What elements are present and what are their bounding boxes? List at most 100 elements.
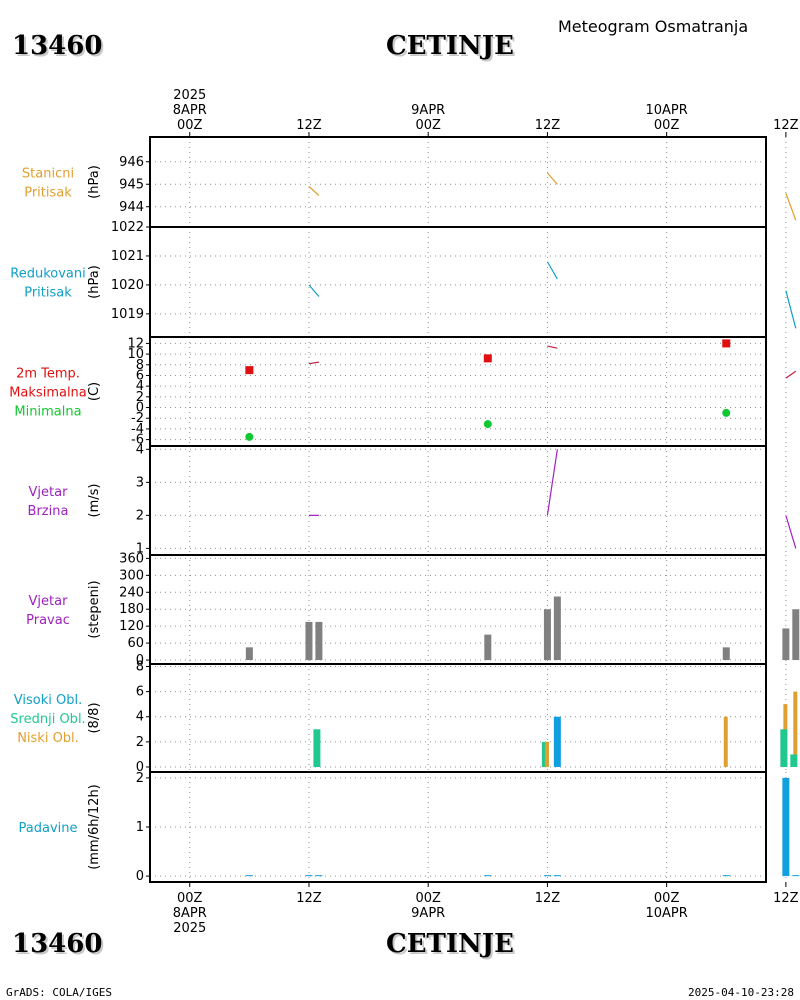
series-line: [546, 449, 558, 516]
y-tick-label: 3: [136, 475, 144, 490]
min-temp-marker: [722, 408, 731, 417]
bar: [245, 875, 253, 877]
station-id-bottom: 13460: [12, 929, 102, 959]
panel-oblaci: 0 2 4 6 8 Visoki Obl. Srednji Obl. Niski Obl. (8…: [10, 660, 798, 775]
y-tick-label: 0: [136, 760, 144, 775]
bar: [792, 875, 800, 877]
panel-frame: [149, 136, 767, 228]
meteogram-title: Meteogram Osmatranja: [558, 17, 748, 36]
x-tick-label: 12Z: [773, 891, 799, 906]
station-name-bottom: CETINJE: [386, 929, 514, 959]
x-tick-label: 00Z: [177, 891, 203, 906]
y-tick-label: 8: [136, 660, 144, 675]
series-line: [308, 186, 320, 196]
max-temp-marker: [722, 339, 731, 348]
panel-label: Pravac: [26, 613, 70, 628]
y-tick-label: 4: [136, 442, 144, 457]
min-temp-marker: [245, 432, 254, 441]
panel-label: Redukovani: [10, 267, 85, 282]
unit-label: (stepeni): [87, 580, 102, 638]
panel-label: Srednji Obl.: [10, 712, 85, 727]
y-tick-label: -2: [131, 411, 144, 426]
bar: [553, 716, 561, 767]
y-tick-label: 1019: [111, 307, 144, 322]
x-tick-label: 00Z: [177, 118, 203, 133]
x-tick-label: 12Z: [773, 118, 799, 133]
panel-label: Pritisak: [24, 286, 72, 301]
y-tick-label: 946: [119, 155, 144, 170]
bar: [245, 647, 253, 661]
series-line: [785, 515, 797, 549]
series-line: [546, 172, 558, 185]
min-temp-marker: [483, 420, 492, 429]
panel-padavine: 0 1 2 Padavine (mm/6h/12h): [19, 771, 800, 884]
y-tick-label: 4: [136, 710, 144, 725]
x-tick-label: 00Z: [654, 891, 680, 906]
unit-label: (hPa): [87, 265, 102, 299]
y-tick-label: 6: [136, 368, 144, 383]
bar: [543, 609, 551, 661]
station-id-top: 13460: [12, 31, 102, 61]
x-tick-label: 8APR: [173, 103, 207, 118]
panel-label: Pritisak: [24, 186, 72, 201]
y-tick-label: 240: [119, 585, 144, 600]
y-tick-label: 2: [136, 508, 144, 523]
x-tick-label: 12Z: [535, 118, 561, 133]
panel-label: Maksimalna: [9, 386, 87, 401]
bar: [782, 777, 790, 877]
x-tick-label: 9APR: [411, 906, 445, 921]
x-tick-label: 2025: [173, 88, 206, 103]
panel-label: Padavine: [19, 821, 78, 836]
x-tick-label: 00Z: [654, 118, 680, 133]
y-tick-label: -6: [131, 433, 144, 448]
y-tick-label: 300: [119, 568, 144, 583]
panel-frame: [149, 226, 767, 338]
bar: [315, 621, 323, 661]
y-tick-label: 4: [136, 379, 144, 394]
panel-label: 2m Temp.: [16, 367, 80, 382]
panel-frame: [149, 663, 767, 773]
x-tick-label: 00Z: [415, 118, 441, 133]
x-tick-label: 10APR: [645, 906, 687, 921]
panel-stanicni: 944 945 946 Stanicni Pritisak (hPa): [22, 136, 797, 228]
unit-label: (mm/6h/12h): [87, 784, 102, 870]
bar: [315, 875, 323, 877]
y-tick-label: 60: [127, 636, 144, 651]
bar: [543, 875, 551, 877]
y-tick-label: 1: [136, 541, 144, 556]
panel-redukovani: 1019 1020 1021 1022 Redukovani Pritisak (hPa): [10, 220, 797, 338]
panel-label: Niski Obl.: [17, 731, 79, 746]
panel-label: Stanicni: [22, 167, 74, 182]
y-tick-label: 2: [136, 735, 144, 750]
bar: [782, 628, 790, 661]
panel-frame: [149, 445, 767, 556]
panel-label: Vjetar: [29, 485, 69, 500]
y-tick-label: 0: [136, 653, 144, 668]
panel-label: Visoki Obl.: [14, 693, 82, 708]
y-tick-label: -4: [131, 422, 144, 437]
series-line: [547, 345, 558, 349]
software-credit: GrADS: COLA/IGES: [6, 986, 112, 999]
x-tick-label: 12Z: [296, 118, 322, 133]
bar: [544, 741, 549, 767]
y-tick-label: 1020: [111, 278, 144, 293]
y-tick-label: 180: [119, 602, 144, 617]
station-name-shadow: CETINJE: [388, 33, 516, 63]
y-tick-label: 6: [136, 685, 144, 700]
y-tick-label: 120: [119, 619, 144, 634]
series-line: [308, 284, 320, 297]
y-tick-label: 2: [136, 390, 144, 405]
bar: [305, 875, 313, 877]
bar: [793, 691, 798, 767]
y-tick-label: 2: [136, 771, 144, 786]
bar: [792, 609, 800, 661]
bar: [305, 621, 313, 661]
bar: [484, 875, 492, 877]
unit-label: (m/s): [87, 484, 102, 518]
station-name-top: CETINJE: [386, 31, 514, 61]
bar: [723, 716, 728, 767]
y-tick-label: 944: [119, 200, 144, 215]
